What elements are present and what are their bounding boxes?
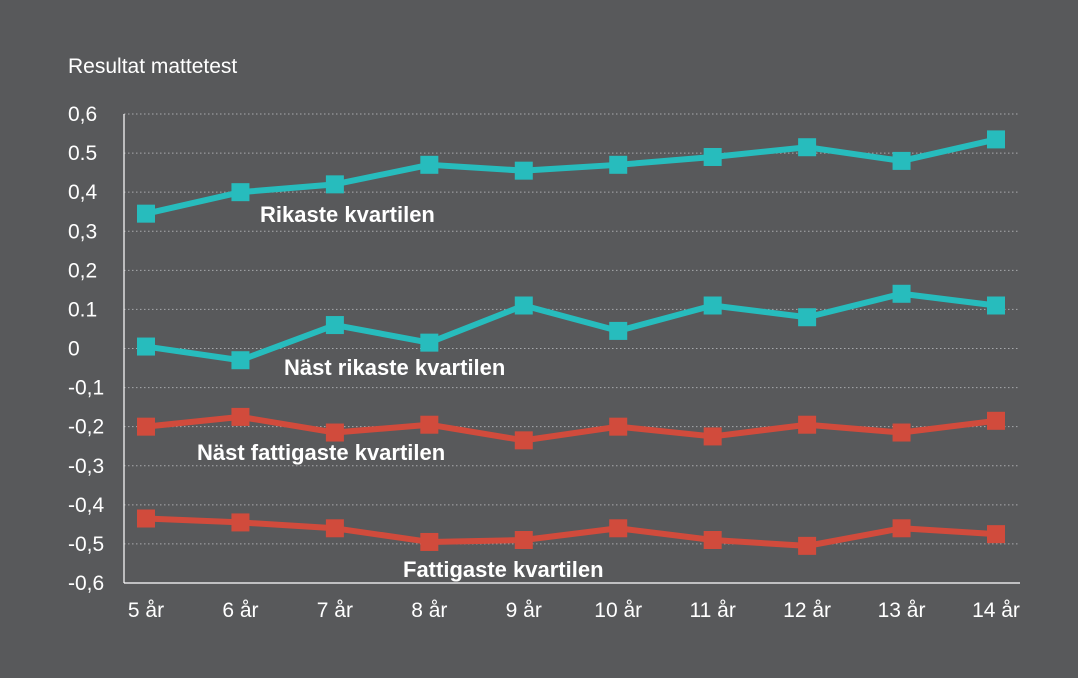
series-line [145, 413, 997, 444]
y-tick-label: -0,3 [68, 455, 104, 478]
series-label-fattigaste: Fattigaste kvartilen [403, 557, 604, 582]
data-point [609, 155, 628, 174]
data-point [325, 423, 344, 442]
series-label-nast-rikaste: Näst rikaste kvartilen [284, 355, 505, 380]
data-point [798, 138, 817, 157]
data-point [892, 519, 911, 538]
y-tick-label: -0,1 [68, 377, 104, 400]
data-point [420, 415, 439, 434]
x-tick-label: 9 år [506, 599, 542, 622]
x-tick-label: 5 år [128, 599, 164, 622]
data-point [420, 532, 439, 551]
data-point [892, 423, 911, 442]
data-point [987, 130, 1005, 149]
data-point [987, 296, 1005, 315]
x-tick-label: 10 år [594, 599, 642, 622]
data-point [609, 417, 628, 436]
data-point [514, 296, 533, 315]
y-tick-labels: 0,6 0.5 0,4 0,3 0,2 0.1 0 -0,1 -0,2 -0,3 -0,4 -0,5 -… [68, 103, 105, 595]
x-tick-labels: 5 år 6 år 7 år 8 år 9 år 10 år 11 år 12 år 13 år… [128, 599, 1020, 622]
data-point [609, 321, 628, 340]
y-tick-label: 0,6 [68, 103, 97, 126]
data-point [231, 513, 250, 532]
data-point [137, 204, 155, 223]
data-point [325, 316, 344, 335]
y-tick-label: -0,4 [68, 494, 105, 517]
data-point [514, 431, 533, 450]
x-tick-label: 12 år [783, 599, 831, 622]
data-point [987, 525, 1005, 544]
data-point [892, 284, 911, 303]
series-markers [137, 130, 1005, 555]
y-tick-label: 0,2 [68, 259, 97, 282]
x-tick-label: 14 år [972, 599, 1020, 622]
data-point [231, 407, 250, 426]
data-point [231, 183, 250, 202]
data-point [137, 509, 155, 528]
y-tick-label: 0,3 [68, 220, 97, 243]
data-point [420, 333, 439, 352]
data-point [325, 175, 344, 194]
y-tick-label: 0.5 [68, 142, 97, 165]
y-tick-label: -0,5 [68, 533, 104, 556]
y-axis-title: Resultat mattetest [68, 55, 237, 78]
x-tick-label: 6 år [222, 599, 258, 622]
data-point [798, 415, 817, 434]
data-point [703, 427, 722, 446]
data-point [514, 161, 533, 180]
gridlines [124, 113, 1020, 545]
y-tick-label: -0,6 [68, 572, 104, 595]
series-lines [145, 136, 997, 549]
series-line [145, 136, 997, 217]
data-point [703, 147, 722, 166]
y-tick-label: 0,4 [68, 181, 98, 204]
data-point [798, 536, 817, 555]
x-tick-label: 11 år [690, 599, 736, 622]
data-point [892, 151, 911, 170]
series-line [145, 515, 997, 549]
x-tick-label: 13 år [878, 599, 926, 622]
data-point [231, 351, 250, 370]
data-point [798, 308, 817, 327]
data-point [703, 531, 722, 550]
series-label-nast-fattigaste: Näst fattigaste kvartilen [197, 440, 445, 465]
x-tick-label: 8 år [411, 599, 447, 622]
axes [123, 114, 1020, 584]
data-point [137, 417, 155, 436]
data-point [325, 519, 344, 538]
data-point [987, 411, 1005, 430]
data-point [609, 519, 628, 538]
y-tick-label: 0 [68, 338, 80, 361]
series-labels: Rikaste kvartilen Näst rikaste kvartilen… [197, 202, 604, 582]
y-tick-label: -0,2 [68, 416, 104, 439]
series-label-rikaste: Rikaste kvartilen [260, 202, 435, 227]
data-point [703, 296, 722, 315]
series-line [145, 290, 997, 364]
data-point [137, 337, 155, 356]
data-point [420, 155, 439, 174]
x-tick-label: 7 år [317, 599, 353, 622]
y-tick-label: 0.1 [68, 298, 97, 321]
data-point [514, 531, 533, 550]
